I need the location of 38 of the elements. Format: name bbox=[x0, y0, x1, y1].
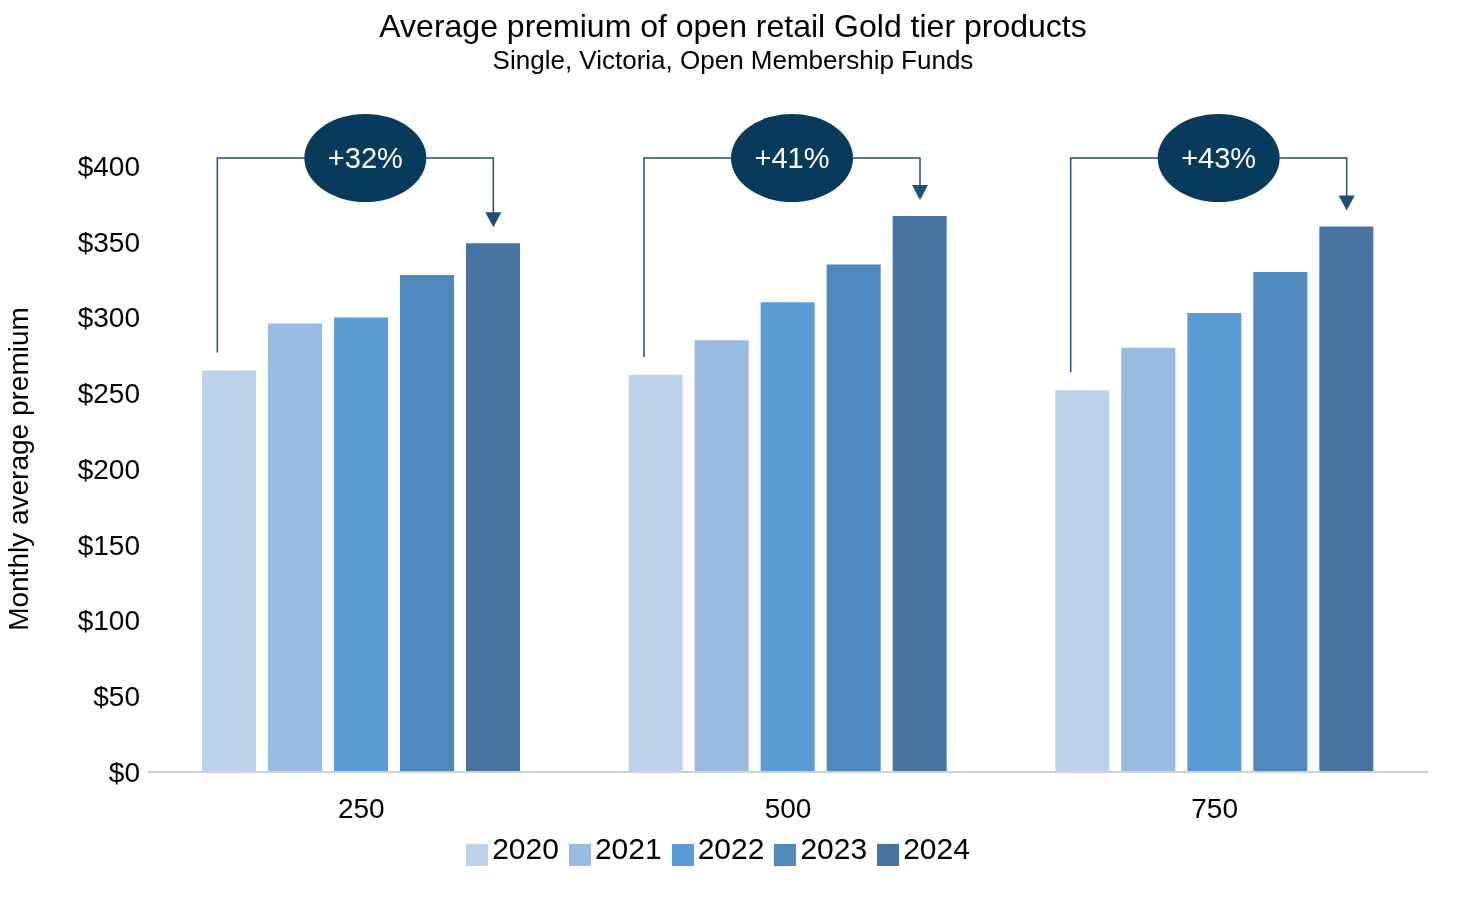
y-tick-label: $100 bbox=[77, 605, 140, 637]
legend-label: 2024 bbox=[903, 832, 970, 865]
legend-label: 2022 bbox=[697, 832, 765, 865]
bar bbox=[826, 264, 881, 772]
bar bbox=[334, 317, 388, 772]
bar bbox=[892, 216, 947, 772]
bar bbox=[1055, 390, 1110, 772]
y-tick-label: $200 bbox=[77, 453, 140, 485]
x-tick-label: 500 bbox=[764, 792, 812, 824]
y-tick-label: $350 bbox=[77, 226, 140, 258]
bar bbox=[1319, 226, 1374, 772]
x-tick-label: 750 bbox=[1191, 792, 1239, 824]
y-tick-label: $300 bbox=[77, 302, 140, 334]
y-tick-label: $250 bbox=[77, 378, 140, 410]
y-tick-label: $50 bbox=[93, 681, 140, 713]
chart-subtitle: Single, Victoria, Open Membership Funds bbox=[491, 44, 975, 76]
y-tick-label: $0 bbox=[108, 756, 140, 788]
bar bbox=[760, 302, 815, 772]
bar bbox=[1121, 347, 1176, 772]
annotation: +32% bbox=[327, 142, 403, 174]
bar bbox=[1253, 272, 1308, 772]
bar bbox=[1187, 312, 1242, 772]
legend-label: 2020 bbox=[492, 832, 559, 865]
x-tick-label: 250 bbox=[337, 792, 385, 824]
bar bbox=[628, 375, 683, 772]
annotation: +43% bbox=[1181, 142, 1257, 174]
y-tick-label: $400 bbox=[77, 150, 140, 182]
y-tick-label: $150 bbox=[77, 529, 140, 561]
bar bbox=[400, 275, 454, 772]
chart-title: Average premium of open retail Gold tier products bbox=[378, 8, 1088, 44]
bar bbox=[466, 243, 520, 772]
bar bbox=[268, 323, 322, 772]
annotation: +41% bbox=[754, 142, 830, 174]
legend-label: 2021 bbox=[594, 832, 662, 865]
bar bbox=[202, 370, 256, 772]
y-axis-title: Monthly average premium bbox=[2, 307, 34, 631]
bar bbox=[694, 340, 749, 772]
legend-label: 2023 bbox=[800, 832, 868, 865]
